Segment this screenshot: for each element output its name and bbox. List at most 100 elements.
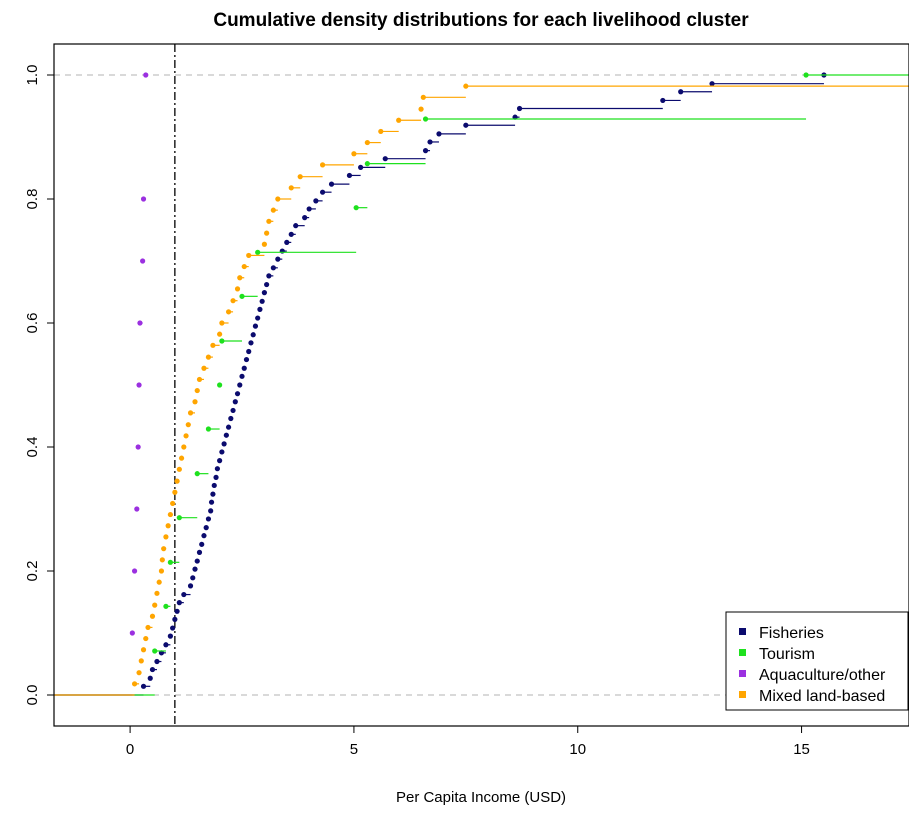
- series-tourism-point-13: [803, 72, 809, 78]
- series-mixed-land-based-point-39: [261, 241, 267, 247]
- plot-frame: [53, 43, 909, 727]
- series-aquaculture-other-point-1: [131, 568, 138, 574]
- series-mixed-land-based-point-3: [140, 647, 147, 653]
- series-aquaculture-other-point-6: [140, 258, 146, 264]
- series-fisheries-point-46: [259, 298, 265, 304]
- series-fisheries-point-2: [149, 666, 156, 673]
- series-tourism-point-9: [255, 249, 261, 255]
- series-tourism-point-2: [167, 559, 173, 565]
- series-fisheries-point-51: [275, 256, 281, 262]
- series-mixed-land-based-point-22: [183, 433, 189, 439]
- series-tourism-point-4: [194, 471, 200, 477]
- series-mixed-land-based-point-2: [138, 658, 144, 664]
- series-fisheries-point-56: [302, 215, 308, 221]
- series-mixed-land-based-point-27: [196, 376, 203, 383]
- series-tourism: [54, 72, 909, 696]
- series-fisheries-point-67: [463, 122, 469, 128]
- series-tourism-point-5: [205, 426, 212, 432]
- series-tourism-point-6: [217, 382, 223, 388]
- series-fisheries-point-1: [147, 675, 153, 681]
- series-fisheries-point-54: [288, 231, 294, 237]
- legend-label-mixed-land-based: Mixed land-based: [759, 688, 885, 705]
- series-fisheries-point-50: [270, 265, 276, 271]
- series-fisheries-point-11: [181, 591, 187, 598]
- series-mixed-land-based-point-7: [152, 602, 158, 608]
- series-fisheries-point-49: [266, 273, 272, 279]
- series-mixed-land-based-point-45: [297, 174, 303, 180]
- series-fisheries-point-10: [176, 600, 182, 606]
- series-fisheries-point-16: [196, 549, 203, 556]
- series-mixed-land-based-point-50: [396, 117, 402, 123]
- y-tick-label-0: 0.0: [24, 685, 41, 706]
- series-fisheries-point-0: [140, 683, 147, 689]
- series-mixed-land-based: [54, 83, 909, 696]
- series-mixed-land-based-point-10: [158, 568, 165, 574]
- series-mixed-land-based-point-40: [264, 230, 270, 236]
- series-aquaculture-other-point-3: [135, 444, 141, 450]
- series-mixed-land-based-point-0: [131, 681, 138, 687]
- series-fisheries-point-22: [208, 499, 215, 505]
- series-aquaculture-other-point-5: [137, 320, 143, 326]
- series-fisheries-point-9: [174, 608, 180, 614]
- series-mixed-land-based-point-12: [161, 546, 167, 552]
- series-mixed-land-based-point-46: [319, 162, 326, 168]
- x-axis-label: Per Capita Income (USD): [396, 789, 566, 806]
- legend-swatch-mixed-land-based: [739, 691, 746, 698]
- series-mixed-land-based-point-14: [165, 523, 171, 529]
- series-fisheries-point-47: [261, 290, 267, 296]
- series-fisheries-point-18: [201, 533, 207, 539]
- series-fisheries-point-27: [217, 458, 223, 464]
- series-mixed-land-based-point-25: [192, 399, 198, 405]
- series-mixed-land-based-point-38: [246, 252, 252, 259]
- series-fisheries-point-38: [241, 365, 247, 371]
- series-mixed-land-based-point-52: [420, 94, 426, 100]
- series-aquaculture-other-point-8: [143, 72, 149, 78]
- series-mixed-land-based-point-1: [136, 670, 142, 676]
- series-mixed-land-based-point-32: [219, 320, 225, 326]
- series-mixed-land-based-point-19: [176, 466, 182, 472]
- series-fisheries-point-71: [678, 89, 684, 95]
- series-fisheries-point-23: [210, 491, 216, 497]
- series-tourism-point-8: [239, 293, 245, 299]
- series-aquaculture-other-point-7: [140, 196, 147, 202]
- series-tourism-point-11: [364, 161, 370, 167]
- series-fisheries-point-43: [252, 323, 259, 329]
- series-aquaculture-other: [54, 72, 149, 696]
- series-fisheries-point-25: [213, 474, 219, 480]
- x-tick-label-0: 0: [126, 741, 134, 758]
- y-tick-label-3: 0.6: [24, 313, 41, 334]
- series-fisheries-point-3: [154, 658, 160, 665]
- series-fisheries-point-33: [230, 407, 236, 414]
- series-mixed-land-based-point-33: [225, 309, 232, 315]
- series-fisheries-point-37: [239, 373, 245, 379]
- series-fisheries-point-66: [436, 131, 442, 137]
- series-mixed-land-based-point-4: [143, 635, 149, 642]
- series-fisheries-point-30: [223, 432, 229, 438]
- series-mixed-land-based-point-8: [154, 590, 160, 596]
- series-fisheries-point-6: [167, 633, 173, 639]
- series-mixed-land-based-point-48: [364, 139, 370, 146]
- series-fisheries-point-17: [199, 541, 205, 547]
- series-fisheries-point-32: [228, 415, 234, 422]
- series-mixed-land-based-point-15: [167, 511, 173, 518]
- series-fisheries-point-41: [248, 340, 254, 346]
- series-mixed-land-based-point-41: [266, 218, 272, 224]
- series-mixed-land-based-point-44: [288, 185, 294, 191]
- y-tick-label-4: 0.8: [24, 189, 41, 210]
- series-mixed-land-based-point-34: [230, 298, 236, 304]
- series-fisheries-point-65: [427, 139, 433, 145]
- series-fisheries-point-42: [250, 332, 256, 338]
- series-fisheries-point-70: [660, 97, 666, 104]
- series-tourism-point-7: [219, 338, 225, 344]
- series-fisheries-point-64: [422, 148, 429, 154]
- series-fisheries-point-72: [709, 81, 715, 87]
- series-fisheries: [54, 72, 827, 696]
- series-mixed-land-based-point-47: [351, 151, 357, 157]
- x-tick-label-2: 10: [569, 741, 586, 758]
- series-fisheries-point-19: [203, 525, 209, 531]
- legend: Fisheries Tourism Aquaculture/other Mixed l…: [725, 611, 909, 711]
- series-mixed-land-based-point-17: [172, 489, 178, 495]
- series-fisheries-point-24: [211, 482, 217, 489]
- series-tourism-point-3: [176, 515, 182, 521]
